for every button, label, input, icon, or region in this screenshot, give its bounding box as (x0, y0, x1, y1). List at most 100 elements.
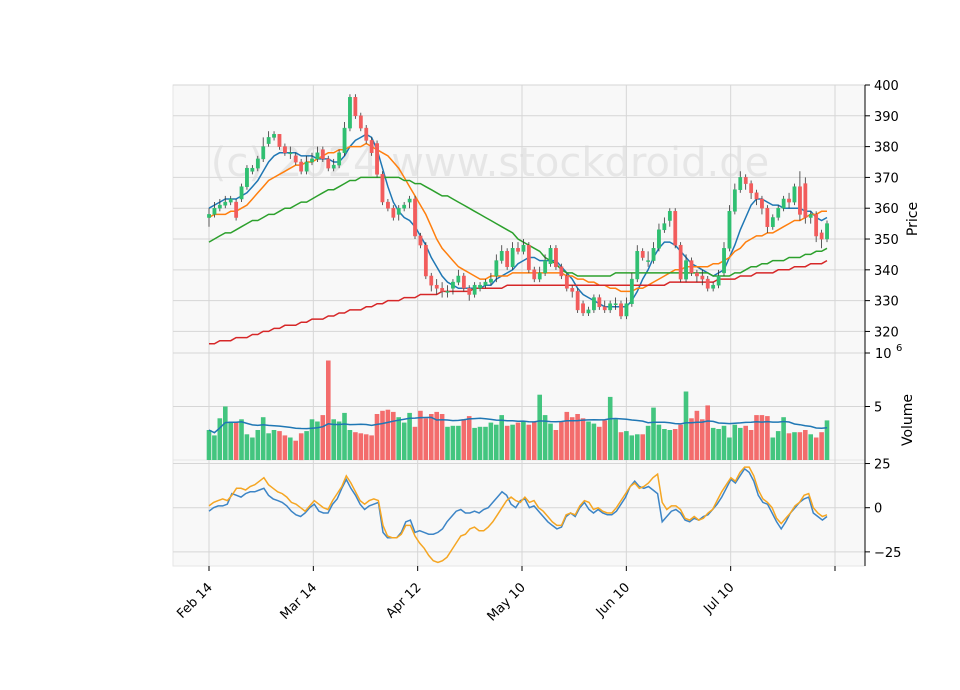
price-axis-label: Price (905, 202, 921, 236)
candle-body (348, 97, 352, 129)
candle-body (451, 281, 455, 289)
candle-body (684, 260, 688, 280)
candle-body (635, 251, 640, 280)
candle-body (705, 278, 710, 289)
volume-bar (564, 411, 570, 460)
volume-bar (613, 419, 618, 460)
candle-body (667, 211, 672, 221)
volume-bar (792, 432, 797, 460)
volume-bar (759, 415, 765, 460)
volume-bar (466, 416, 472, 460)
candle-body (429, 275, 434, 286)
candle-body (814, 214, 819, 237)
volume-bar (569, 417, 575, 460)
candle-body (548, 248, 553, 264)
candle-body (423, 244, 428, 277)
watermark: (c) 2024 www.stockdroid.de (211, 140, 769, 186)
price-tick-label: 330 (874, 295, 899, 310)
candle-body (543, 260, 548, 274)
candle-body (283, 146, 287, 154)
price-tick-label: 380 (874, 141, 899, 156)
candle-body (602, 306, 607, 311)
candle-body (640, 251, 645, 258)
candle-body (689, 260, 694, 274)
candle-body (554, 248, 558, 268)
volume-bar (808, 434, 813, 460)
candle-body (320, 149, 325, 160)
volume-bar (786, 433, 792, 461)
volume-bar (483, 426, 488, 460)
volume-bar (775, 431, 781, 460)
volume-bar (700, 419, 705, 460)
candle-body (228, 198, 233, 203)
candle-body (434, 284, 439, 289)
volume-bar (391, 411, 396, 460)
candle-body (358, 115, 363, 129)
candle-body (537, 272, 542, 280)
volume-bar (277, 431, 282, 460)
candle-body (277, 134, 282, 147)
candle-body (570, 288, 575, 292)
volume-bar (244, 434, 250, 460)
candle-body (342, 127, 347, 153)
volume-bar (727, 437, 732, 460)
volume-bar (347, 430, 353, 460)
volume-bar (439, 414, 445, 460)
volume-bar (678, 424, 683, 460)
candle-body (526, 244, 531, 271)
volume-bar (412, 426, 418, 460)
volume-bar (705, 405, 710, 460)
volume-bar (239, 419, 244, 460)
volume-bar (765, 416, 770, 460)
volume-bar (320, 415, 326, 460)
volume-bar (559, 421, 564, 460)
volume-bar (738, 427, 743, 460)
volume-bar (217, 418, 223, 460)
volume-bar (797, 432, 803, 460)
candle-body (700, 275, 705, 280)
volume-bar (418, 410, 423, 460)
candle-body (662, 223, 667, 231)
candle-body (613, 303, 618, 305)
volume-bar (461, 419, 467, 460)
volume-bar (662, 429, 667, 460)
candle-body (445, 291, 450, 293)
volume-bar (488, 422, 494, 460)
candle-body (467, 288, 472, 295)
oscillator-tick-label: 25 (874, 458, 891, 473)
candle-body (239, 186, 244, 200)
volume-bar (456, 425, 461, 460)
candle-body (456, 275, 461, 283)
volume-bar (645, 425, 651, 460)
price-tick-label: 340 (874, 264, 899, 279)
candle-body (657, 229, 661, 249)
candle-body (391, 207, 396, 218)
candle-body (396, 207, 401, 215)
volume-bar (694, 410, 700, 460)
volume-bar (683, 391, 689, 460)
volume-bar (656, 424, 662, 460)
candle-body (261, 146, 266, 160)
volume-bar (374, 414, 380, 460)
candle-body (293, 155, 298, 163)
volume-bar (434, 411, 439, 460)
volume-bar (304, 431, 309, 460)
candle-body (732, 189, 737, 212)
price-tick-label: 360 (874, 202, 899, 217)
volume-bar (423, 418, 429, 460)
candle-body (581, 303, 585, 314)
volume-bar (553, 430, 559, 460)
x-tick-label: Jun 10 (593, 580, 633, 620)
price-tick-label: 350 (874, 233, 899, 248)
price-tick-label: 320 (874, 325, 899, 340)
candle-body (315, 152, 320, 160)
candle-body (304, 161, 309, 172)
candle-body (798, 186, 802, 215)
candle-body (619, 303, 623, 317)
candle-body (673, 211, 678, 246)
volume-bar (369, 435, 374, 460)
volume-exponent-base: 10 (875, 347, 892, 362)
candle-body (510, 248, 515, 268)
volume-bar (288, 437, 293, 460)
volume-bar (228, 421, 233, 460)
